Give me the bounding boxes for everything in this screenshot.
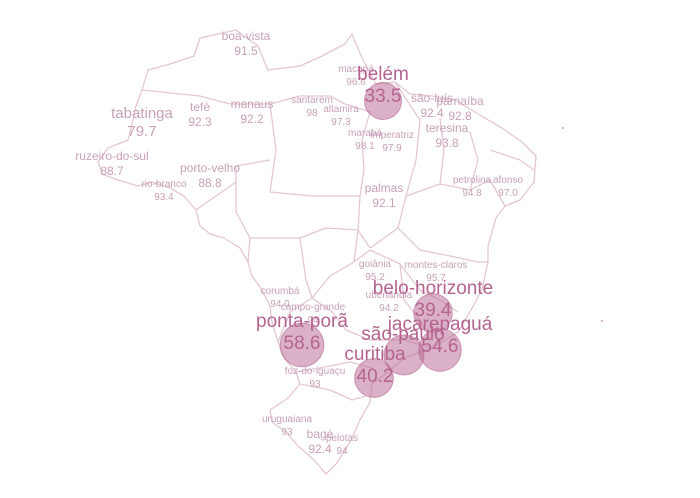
city-name-jacarepagua: jacarepaguá xyxy=(387,314,493,335)
city-value-cruzeiro-do-sul: 88.7 xyxy=(100,164,124,178)
city-name-manaus: manaus xyxy=(231,97,274,111)
city-value-santarem: 98 xyxy=(306,108,318,119)
city-name-parnaiba: parnaíba xyxy=(436,94,484,108)
state-border xyxy=(439,117,445,185)
city-name-belem: belém xyxy=(357,64,409,85)
city-value-petrolina: 94.8 xyxy=(462,188,482,199)
state-border xyxy=(250,227,359,239)
city-bubble-ponta-pora[interactable] xyxy=(279,322,325,368)
state-border xyxy=(235,182,251,263)
city-name-porto-velho: porto-velho xyxy=(180,161,240,175)
city-name-montes-claros: montes-claros xyxy=(405,260,468,271)
city-value-afonso: 97.0 xyxy=(498,188,518,199)
city-value-imperatriz: 97.9 xyxy=(382,143,402,154)
city-name-campo-grande: campo-grande xyxy=(281,302,346,313)
city-name-pelotas: pelotas xyxy=(326,433,358,444)
city-name-maraba: marabá xyxy=(348,128,382,139)
city-value-manaus: 92.2 xyxy=(240,112,264,126)
city-name-bage: bagé xyxy=(307,427,334,441)
city-value-tefe: 92.3 xyxy=(188,115,212,129)
city-name-teresina: teresina xyxy=(426,121,469,135)
city-name-imperatriz: imperatriz xyxy=(370,130,414,141)
city-name-sao-paulo: são-paulo xyxy=(361,324,444,345)
city-value-tabatinga: 79.7 xyxy=(127,123,156,140)
state-border xyxy=(469,131,479,191)
city-name-afonso: afonso xyxy=(493,175,523,186)
city-value-montes-claros: 95.7 xyxy=(426,273,446,284)
city-bubble-curitiba[interactable] xyxy=(354,358,394,398)
city-name-foz-do-iguacu: foz-do-iguaçu xyxy=(285,366,346,377)
city-name-rio-branco: rio-branco xyxy=(141,179,186,190)
city-name-belo-horizonte: belo-horizonte xyxy=(373,278,493,299)
state-border xyxy=(489,149,535,171)
state-border xyxy=(397,227,488,263)
city-value-porto-velho: 88.8 xyxy=(198,176,222,190)
city-value-altamira: 97.3 xyxy=(331,117,351,128)
state-border xyxy=(369,81,421,249)
city-name-ponta-pora: ponta-porã xyxy=(256,311,348,332)
city-value-rio-branco: 93.4 xyxy=(154,192,174,203)
city-value-belem: 33.5 xyxy=(365,86,402,107)
city-value-campo-grande: 94 xyxy=(307,315,319,326)
city-value-parnaiba: 92.8 xyxy=(448,109,472,123)
city-name-uberlandia: uberlândia xyxy=(366,290,413,301)
city-value-pelotas: 94 xyxy=(336,446,348,457)
city-name-tefe: tefé xyxy=(190,100,210,114)
city-value-curitiba: 40.2 xyxy=(357,366,394,387)
city-value-macapa: 96.6 xyxy=(346,77,366,88)
city-value-belo-horizonte: 39.4 xyxy=(415,300,452,321)
city-name-santarem: santarém xyxy=(291,95,333,106)
stray-dot xyxy=(601,320,603,322)
city-name-macapa: macapá xyxy=(338,64,374,75)
city-name-sao-luis: são-luís xyxy=(411,91,453,105)
city-bubble-belem[interactable] xyxy=(364,82,402,120)
state-border xyxy=(195,159,271,211)
country-outline xyxy=(97,29,537,475)
city-value-goiania: 95.2 xyxy=(365,272,385,283)
city-name-petrolina: petrolina xyxy=(453,175,492,186)
city-value-bage: 92.4 xyxy=(308,442,332,456)
city-value-boa-vista: 91.5 xyxy=(234,44,258,58)
city-name-boa-vista: boa-vista xyxy=(222,29,271,43)
city-name-cruzeiro-do-sul: ruzeiro-do-sul xyxy=(75,149,148,163)
city-value-teresina: 93.8 xyxy=(435,136,459,150)
city-value-corumba: 94.0 xyxy=(270,299,290,310)
city-name-altamira: altamira xyxy=(323,104,359,115)
state-border xyxy=(311,229,359,299)
city-name-curitiba: curitiba xyxy=(344,344,406,365)
city-value-jacarepagua: 54.6 xyxy=(422,336,459,357)
city-name-tabatinga: tabatinga xyxy=(111,105,173,122)
city-value-uberlandia: 94.2 xyxy=(379,303,399,314)
city-bubble-jacarepagua[interactable] xyxy=(418,328,462,372)
city-name-corumba: corumbá xyxy=(261,286,300,297)
bubble-layer xyxy=(279,82,462,398)
state-border xyxy=(299,383,367,401)
city-value-maraba: 98.1 xyxy=(355,141,375,152)
city-name-uruguaiana: uruguaiana xyxy=(262,414,312,425)
city-value-ponta-pora: 58.6 xyxy=(284,333,321,354)
state-border xyxy=(269,103,360,197)
stray-dot xyxy=(562,127,564,129)
city-value-palmas: 92.1 xyxy=(372,196,396,210)
city-value-foz-do-iguacu: 93 xyxy=(309,379,321,390)
city-name-palmas: palmas xyxy=(365,181,404,195)
city-name-goiania: goiânia xyxy=(359,259,392,270)
city-value-sao-luis: 92.4 xyxy=(420,106,444,120)
city-value-uruguaiana: 93 xyxy=(281,427,293,438)
